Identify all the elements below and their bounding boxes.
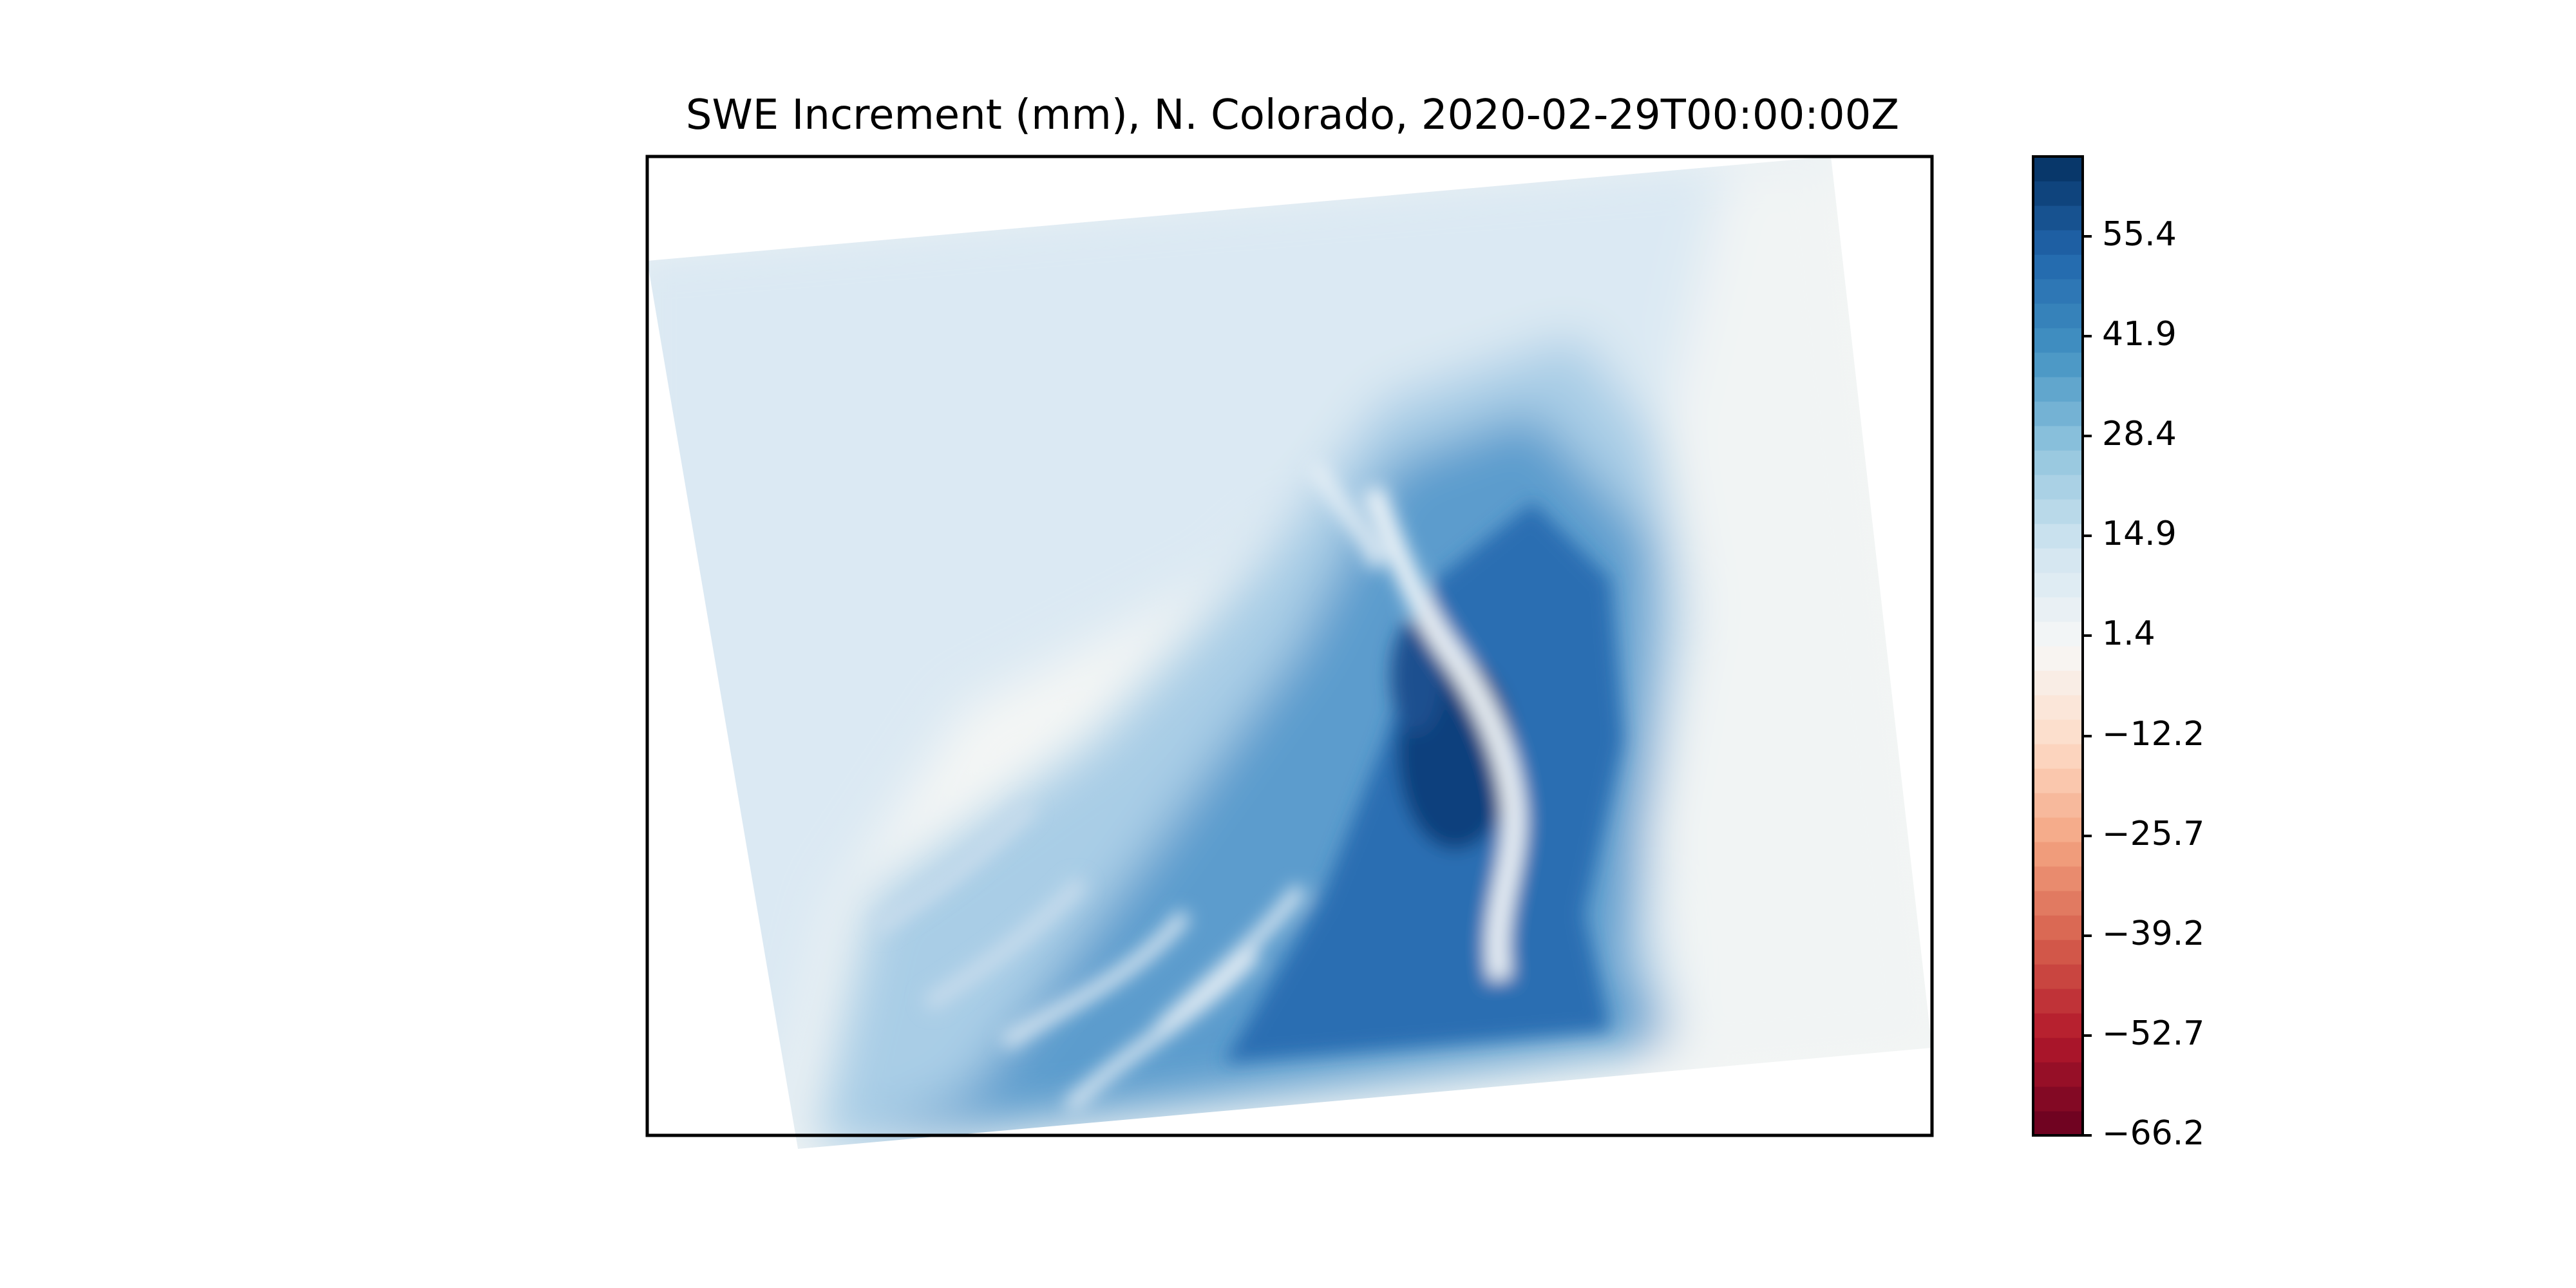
colorbar-tick-label: 28.4 bbox=[2102, 415, 2177, 453]
colorbar-tick-label: −66.2 bbox=[2102, 1114, 2204, 1153]
colorbar-band bbox=[2033, 646, 2083, 671]
field-region-plains bbox=[1649, 156, 1932, 1082]
colorbar-tick-label: 1.4 bbox=[2102, 614, 2155, 653]
colorbar-band bbox=[2033, 817, 2083, 842]
colorbar-band bbox=[2033, 205, 2083, 231]
colorbar-band bbox=[2033, 303, 2083, 328]
colorbar-band bbox=[2033, 328, 2083, 353]
colorbar-tick-label: −25.7 bbox=[2102, 815, 2204, 853]
colorbar-ticks: −66.2 −52.7 −39.2 −25.7 −12.2 1.4 14.9 28.4 41.9… bbox=[2083, 215, 2204, 1153]
colorbar-tick-label: 41.9 bbox=[2102, 315, 2177, 354]
colorbar-band bbox=[2033, 181, 2083, 206]
field-ridge-line bbox=[1361, 485, 1526, 981]
colorbar-band bbox=[2033, 621, 2083, 647]
colorbar-band bbox=[2033, 670, 2083, 696]
colorbar-band bbox=[2033, 475, 2083, 500]
colorbar-band bbox=[2033, 964, 2083, 989]
colorbar: −66.2 −52.7 −39.2 −25.7 −12.2 1.4 14.9 28.4 41.9… bbox=[2032, 155, 2204, 1153]
field-ridge-line-secondary bbox=[1307, 460, 1386, 569]
colorbar-band bbox=[2033, 719, 2083, 744]
colorbar-band bbox=[2033, 573, 2083, 598]
colorbar-band bbox=[2033, 156, 2083, 182]
colorbar-band bbox=[2033, 499, 2083, 524]
colorbar-band bbox=[2033, 401, 2083, 426]
colorbar-band bbox=[2033, 279, 2083, 304]
colorbar-band bbox=[2033, 377, 2083, 402]
colorbar-band bbox=[2033, 1013, 2083, 1038]
colorbar-band bbox=[2033, 254, 2083, 279]
colorbar-band bbox=[2033, 524, 2083, 549]
colorbar-band bbox=[2033, 989, 2083, 1014]
colorbar-tick-label: 14.9 bbox=[2102, 515, 2177, 553]
colorbar-band bbox=[2033, 940, 2083, 965]
swe-increment-field bbox=[647, 156, 1932, 1149]
colorbar-band bbox=[2033, 793, 2083, 818]
colorbar-band bbox=[2033, 915, 2083, 940]
colorbar-level-bands bbox=[2033, 156, 2083, 1136]
field-valley-streaks bbox=[1000, 884, 1307, 1113]
colorbar-band bbox=[2033, 695, 2083, 720]
colorbar-band bbox=[2033, 548, 2083, 573]
chart-title: SWE Increment (mm), N. Colorado, 2020-02… bbox=[686, 91, 1899, 139]
colorbar-band bbox=[2033, 768, 2083, 793]
colorbar-tick-label: 55.4 bbox=[2102, 215, 2177, 254]
colorbar-band bbox=[2033, 1062, 2083, 1087]
colorbar-band bbox=[2033, 426, 2083, 451]
colorbar-band bbox=[2033, 1086, 2083, 1112]
field-foothill-streaks bbox=[871, 799, 1088, 1012]
colorbar-band bbox=[2033, 891, 2083, 916]
colorbar-band bbox=[2033, 1111, 2083, 1136]
colorbar-band bbox=[2033, 230, 2083, 255]
colorbar-tick-label: −39.2 bbox=[2102, 914, 2204, 953]
colorbar-band bbox=[2033, 744, 2083, 769]
colorbar-outline bbox=[2032, 155, 2084, 1137]
colorbar-band bbox=[2033, 352, 2083, 377]
field-region-peak-secondary bbox=[1391, 618, 1443, 734]
colorbar-band bbox=[2033, 866, 2083, 891]
colorbar-band bbox=[2033, 450, 2083, 475]
colorbar-band bbox=[2033, 597, 2083, 622]
colorbar-band bbox=[2033, 1037, 2083, 1063]
colorbar-tick-label: −52.7 bbox=[2102, 1014, 2204, 1053]
map-frame bbox=[645, 155, 1934, 1137]
colorbar-band bbox=[2033, 842, 2083, 867]
colorbar-tick-label: −12.2 bbox=[2102, 715, 2204, 753]
